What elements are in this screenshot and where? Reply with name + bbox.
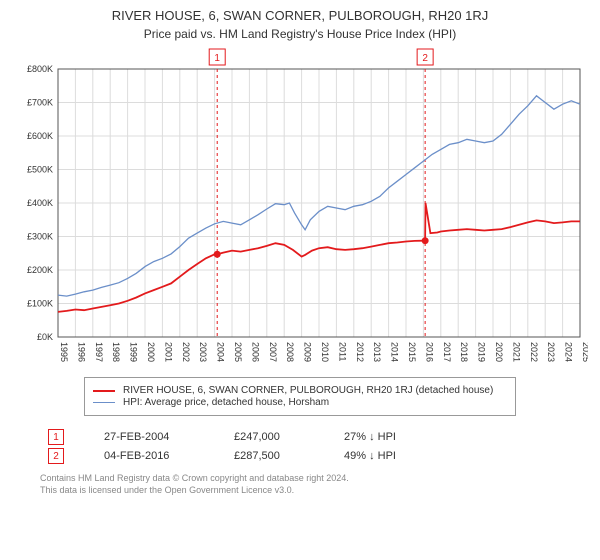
x-tick-label: 2018 — [459, 342, 469, 362]
x-tick-label: 2023 — [546, 342, 556, 362]
x-tick-label: 2016 — [424, 342, 434, 362]
transaction-price: £247,000 — [234, 431, 304, 443]
x-tick-label: 1995 — [59, 342, 69, 362]
legend: RIVER HOUSE, 6, SWAN CORNER, PULBOROUGH,… — [84, 377, 516, 416]
y-tick-label: £700K — [27, 98, 53, 108]
legend-label-price-paid: RIVER HOUSE, 6, SWAN CORNER, PULBOROUGH,… — [123, 385, 493, 396]
x-tick-label: 2001 — [163, 342, 173, 362]
transaction-badge: 2 — [48, 448, 64, 464]
x-tick-label: 1997 — [94, 342, 104, 362]
footnote-line-1: Contains HM Land Registry data © Crown c… — [40, 473, 588, 485]
footnote-line-2: This data is licensed under the Open Gov… — [40, 485, 588, 497]
x-tick-label: 2011 — [337, 342, 347, 361]
x-tick-label: 2017 — [442, 342, 452, 362]
marker-badge-label: 1 — [214, 53, 220, 64]
x-tick-label: 2020 — [494, 342, 504, 362]
transaction-price: £287,500 — [234, 450, 304, 462]
legend-swatch-price-paid — [93, 390, 115, 392]
x-tick-label: 2005 — [233, 342, 243, 362]
x-tick-label: 2004 — [216, 342, 226, 362]
legend-swatch-hpi — [93, 402, 115, 403]
x-tick-label: 2021 — [511, 342, 521, 362]
x-tick-label: 2013 — [372, 342, 382, 362]
x-tick-label: 1996 — [76, 342, 86, 362]
x-tick-label: 2019 — [477, 342, 487, 362]
transaction-date: 27-FEB-2004 — [104, 431, 194, 443]
transaction-row: 1 27-FEB-2004 £247,000 27% ↓ HPI — [48, 429, 434, 445]
transaction-badge: 1 — [48, 429, 64, 445]
chart-title-address: RIVER HOUSE, 6, SWAN CORNER, PULBOROUGH,… — [12, 8, 588, 23]
transaction-point — [422, 237, 429, 244]
transactions-table: 1 27-FEB-2004 £247,000 27% ↓ HPI 2 04-FEB-201… — [48, 426, 434, 467]
container: RIVER HOUSE, 6, SWAN CORNER, PULBOROUGH,… — [0, 0, 600, 560]
x-tick-label: 1998 — [111, 342, 121, 362]
legend-row-hpi: HPI: Average price, detached house, Hors… — [93, 397, 507, 408]
x-tick-label: 2003 — [198, 342, 208, 362]
chart-area: £0K £100K £200K £300K £400K £500K £600K £700K £8… — [12, 47, 588, 367]
transaction-delta: 49% ↓ HPI — [344, 450, 434, 462]
transaction-point — [214, 251, 221, 258]
x-tick-label: 2010 — [320, 342, 330, 362]
transaction-date: 04-FEB-2016 — [104, 450, 194, 462]
marker-badge-label: 2 — [422, 53, 428, 64]
x-tick-label: 2009 — [303, 342, 313, 362]
y-tick-label: £200K — [27, 265, 53, 275]
chart-titles: RIVER HOUSE, 6, SWAN CORNER, PULBOROUGH,… — [12, 8, 588, 41]
x-tick-label: 2008 — [285, 342, 295, 362]
x-tick-label: 2022 — [529, 342, 539, 362]
y-tick-label: £500K — [27, 165, 53, 175]
x-tick-label: 2002 — [181, 342, 191, 362]
y-tick-label: £300K — [27, 232, 53, 242]
x-tick-label: 2015 — [407, 342, 417, 362]
footnote: Contains HM Land Registry data © Crown c… — [40, 473, 588, 496]
x-tick-label: 2000 — [146, 342, 156, 362]
transaction-delta: 27% ↓ HPI — [344, 431, 434, 443]
x-tick-label: 2025 — [581, 342, 588, 362]
y-tick-label: £400K — [27, 198, 53, 208]
transaction-row: 2 04-FEB-2016 £287,500 49% ↓ HPI — [48, 448, 434, 464]
y-tick-label: £800K — [27, 64, 53, 74]
legend-label-hpi: HPI: Average price, detached house, Hors… — [123, 397, 329, 408]
x-tick-label: 2014 — [390, 342, 400, 362]
y-tick-label: £0K — [37, 332, 53, 342]
y-tick-label: £600K — [27, 131, 53, 141]
x-tick-label: 2007 — [268, 342, 278, 362]
chart-subtitle: Price paid vs. HM Land Registry's House … — [12, 27, 588, 41]
legend-row-price-paid: RIVER HOUSE, 6, SWAN CORNER, PULBOROUGH,… — [93, 385, 507, 396]
x-tick-label: 2012 — [355, 342, 365, 362]
y-tick-label: £100K — [27, 299, 53, 309]
price-chart: £0K £100K £200K £300K £400K £500K £600K £700K £8… — [12, 47, 588, 367]
x-tick-label: 2006 — [250, 342, 260, 362]
x-tick-label: 2024 — [564, 342, 574, 362]
x-tick-label: 1999 — [129, 342, 139, 362]
